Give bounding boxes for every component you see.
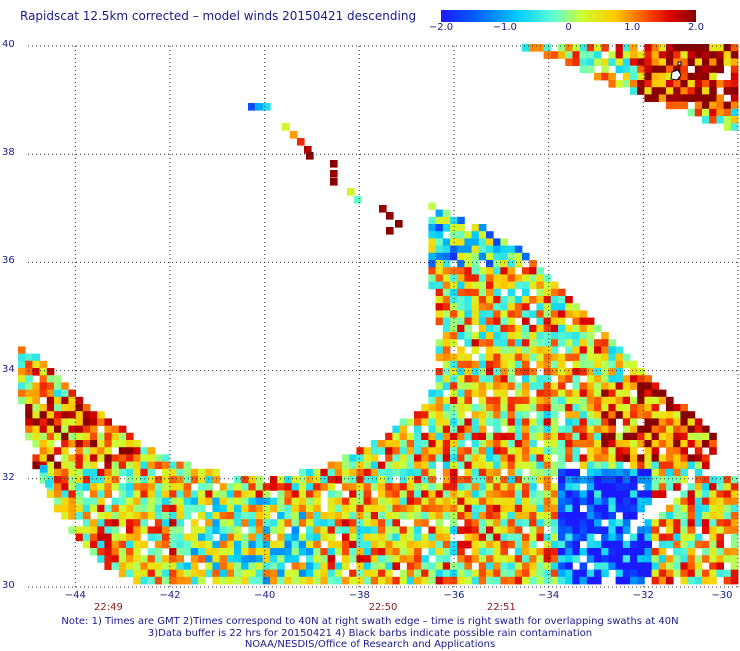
latitude-tick-label: 38 (2, 147, 15, 159)
colorbar-tick-label: 0 (565, 22, 572, 33)
longitude-tick-label: −30 (711, 590, 733, 601)
latitude-tick-label: 40 (2, 39, 15, 50)
latitude-tick-label: 32 (2, 471, 15, 483)
colorbar-tick-label: −2.0 (428, 22, 454, 33)
notes-block: Note: 1) Times are GMT 2)Times correspon… (0, 616, 740, 651)
longitude-tick-label: −42 (159, 590, 181, 601)
island-outline (670, 61, 682, 81)
note-line-1: Note: 1) Times are GMT 2)Times correspon… (61, 616, 679, 627)
colorbar (441, 10, 696, 22)
longitude-tick-label: −32 (632, 590, 654, 601)
colorbar-gradient (441, 10, 696, 22)
latitude-tick-label: 36 (2, 255, 15, 267)
swath-time-label: 22:49 (94, 602, 123, 613)
colorbar-tick-label: −1.0 (492, 22, 517, 33)
longitude-tick-label: −40 (254, 590, 276, 601)
colorbar-tick-label: 1.0 (624, 22, 641, 33)
note-line-2: 3)Data buffer is 22 hrs for 20150421 4) … (147, 627, 593, 639)
latitude-tick-label: 30 (2, 580, 15, 591)
colorbar-tick-label: 2.0 (688, 22, 704, 33)
wind-cells (18, 44, 739, 585)
longitude-tick-label: −44 (64, 590, 86, 601)
longitude-tick-label: −36 (443, 590, 465, 601)
swath-time-label: 22:50 (368, 602, 398, 613)
map-title: Rapidscat 12.5km corrected – model winds… (20, 9, 417, 23)
swath-time-label: 22:51 (486, 602, 516, 613)
latitude-tick-label: 34 (2, 363, 15, 375)
note-line-3: NOAA/NESDIS/Office of Research and Appli… (244, 639, 496, 650)
longitude-tick-label: −38 (348, 590, 370, 601)
longitude-tick-label: −34 (538, 590, 560, 601)
